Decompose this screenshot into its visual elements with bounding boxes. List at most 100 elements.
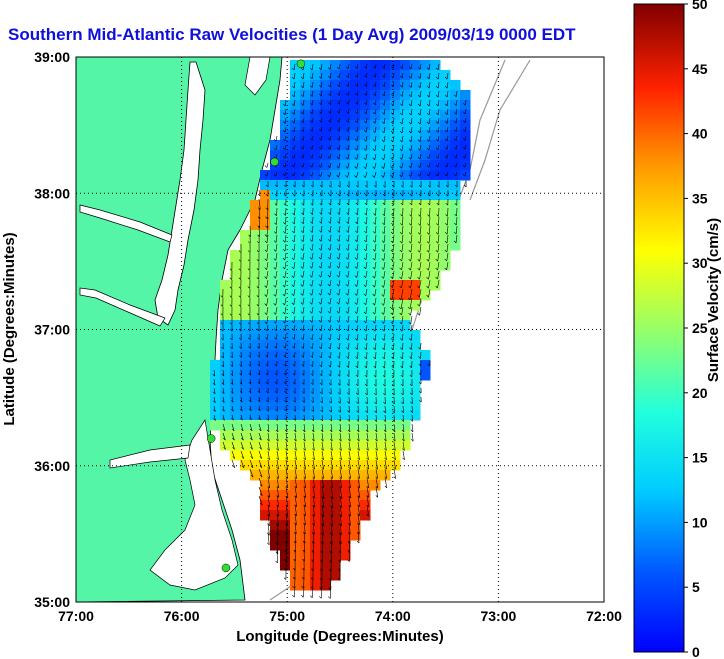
velocity-arrow-head: [291, 138, 295, 141]
velocity-cell: [260, 370, 271, 381]
velocity-arrow-head: [453, 155, 457, 159]
velocity-arrow: [348, 108, 350, 114]
velocity-arrow-head: [381, 321, 385, 324]
velocity-cell: [260, 240, 271, 251]
velocity-arrow: [294, 531, 297, 544]
velocity-arrow-head: [356, 438, 360, 442]
velocity-arrow-head: [356, 401, 359, 405]
velocity-cell: [260, 430, 271, 441]
velocity-arrow-head: [309, 320, 313, 323]
velocity-cell: [310, 90, 321, 101]
velocity-arrow: [365, 306, 368, 314]
velocity-arrow-head: [328, 111, 331, 114]
velocity-cell: [280, 350, 291, 361]
velocity-arrow-head: [454, 138, 457, 141]
velocity-arrow: [401, 306, 404, 316]
velocity-cell: [440, 240, 451, 251]
velocity-arrow-head: [284, 418, 287, 421]
velocity-cell: [350, 500, 361, 511]
velocity-arrow: [339, 450, 342, 460]
velocity-arrow: [285, 549, 287, 562]
velocity-arrow: [276, 342, 278, 349]
velocity-cell: [300, 190, 311, 201]
velocity-arrow-head: [399, 148, 403, 152]
velocity-arrow: [383, 324, 386, 332]
velocity-arrow-head: [300, 76, 304, 80]
velocity-arrow: [330, 405, 332, 413]
velocity-cell: [390, 340, 401, 351]
velocity-arrow: [303, 99, 305, 106]
velocity-arrow-head: [427, 223, 430, 226]
velocity-arrow-head: [409, 214, 412, 217]
velocity-cell: [300, 380, 311, 391]
velocity-arrow: [329, 324, 332, 331]
velocity-cell: [400, 190, 411, 201]
velocity-cell: [280, 230, 291, 241]
velocity-cell: [250, 310, 261, 321]
velocity-arrow-head: [276, 476, 279, 479]
velocity-cell: [450, 140, 461, 151]
velocity-arrow-head: [292, 382, 296, 385]
velocity-arrow: [293, 81, 296, 89]
velocity-arrow-head: [374, 429, 378, 433]
velocity-arrow: [312, 414, 314, 421]
velocity-arrow-head: [354, 266, 358, 269]
velocity-arrow-head: [259, 484, 263, 487]
velocity-arrow-head: [321, 476, 324, 479]
velocity-arrow: [401, 270, 404, 279]
velocity-arrow: [347, 135, 350, 141]
land-mass: [76, 57, 283, 602]
velocity-cell: [280, 250, 291, 261]
x-tick-label: 76:00: [164, 608, 200, 624]
velocity-cell: [250, 340, 261, 351]
velocity-arrow: [294, 423, 297, 432]
velocity-cell: [230, 280, 241, 291]
velocity-arrow: [419, 234, 422, 244]
velocity-cell: [310, 320, 321, 331]
velocity-arrow-head: [260, 503, 263, 506]
velocity-arrow: [339, 513, 342, 526]
velocity-arrow-head: [273, 249, 277, 252]
velocity-cell: [290, 90, 301, 101]
velocity-cell: [420, 270, 431, 281]
velocity-arrow: [275, 288, 278, 297]
velocity-arrow-head: [427, 94, 430, 98]
velocity-arrow-head: [382, 84, 385, 87]
velocity-cell: [270, 200, 281, 211]
velocity-arrow-head: [364, 221, 367, 225]
velocity-arrow: [356, 252, 359, 260]
velocity-arrow-head: [339, 466, 342, 470]
velocity-arrow-head: [426, 241, 430, 244]
velocity-arrow-head: [426, 294, 429, 298]
velocity-arrow-head: [445, 214, 448, 217]
velocity-arrow-head: [365, 410, 368, 413]
velocity-arrow-head: [427, 184, 431, 188]
velocity-arrow-head: [229, 295, 233, 298]
velocity-cell: [420, 230, 431, 241]
velocity-arrow: [402, 72, 404, 79]
velocity-cell: [420, 260, 431, 271]
velocity-cell: [350, 310, 361, 321]
velocity-cell: [430, 140, 441, 151]
velocity-arrow-head: [356, 429, 360, 433]
velocity-arrow-head: [303, 457, 306, 461]
velocity-arrow: [410, 81, 413, 88]
velocity-cell: [390, 300, 401, 311]
velocity-cell: [410, 240, 421, 251]
velocity-arrow: [437, 270, 440, 280]
velocity-arrow-head: [346, 374, 350, 377]
velocity-arrow: [240, 432, 244, 441]
velocity-arrow-head: [383, 438, 387, 442]
velocity-cell: [400, 320, 411, 331]
velocity-arrow-head: [283, 577, 287, 580]
velocity-cell: [240, 230, 251, 241]
velocity-cell: [310, 450, 321, 461]
velocity-cell: [360, 150, 371, 161]
velocity-arrow-head: [463, 103, 466, 106]
velocity-arrow-head: [382, 93, 385, 97]
velocity-arrow: [356, 171, 359, 178]
velocity-cell: [310, 120, 321, 131]
velocity-cell: [300, 60, 311, 71]
velocity-arrow-head: [309, 165, 313, 168]
velocity-arrow: [384, 459, 387, 470]
